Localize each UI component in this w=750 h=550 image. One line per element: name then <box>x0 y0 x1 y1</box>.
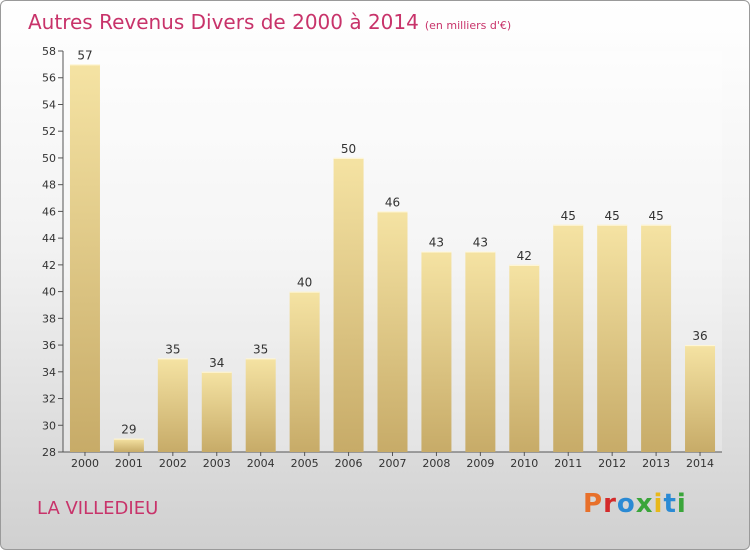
bar <box>641 224 672 452</box>
logo-letter: x <box>635 489 654 519</box>
logo-letter: r <box>603 489 617 519</box>
x-tick-label: 2003 <box>203 457 231 470</box>
bar <box>377 211 408 452</box>
bar-value-label: 57 <box>77 48 92 62</box>
y-tick-label: 56 <box>42 72 56 85</box>
bar <box>201 371 232 452</box>
y-tick-label: 50 <box>42 152 56 165</box>
logo-letter: i <box>653 489 664 519</box>
x-tick-label: 2011 <box>554 457 582 470</box>
x-tick-label: 2005 <box>291 457 319 470</box>
bar-value-label: 42 <box>517 249 532 263</box>
chart-subtitle: (en milliers d'€) <box>424 19 512 32</box>
bar-value-label: 45 <box>605 209 620 223</box>
bar <box>421 251 452 452</box>
x-tick-label: 2013 <box>642 457 670 470</box>
y-tick-label: 32 <box>42 393 56 406</box>
proxiti-logo: Proxiti <box>583 489 687 519</box>
y-tick-label: 52 <box>42 125 56 138</box>
logo-letter: i <box>676 489 687 519</box>
x-tick-label: 2014 <box>686 457 714 470</box>
y-tick-label: 40 <box>42 286 56 299</box>
chart-title-text: Autres Revenus Divers de 2000 à 2014 <box>28 10 419 34</box>
bar <box>509 264 540 452</box>
bar <box>465 251 496 452</box>
x-tick-label: 2001 <box>115 457 143 470</box>
y-tick-label: 44 <box>42 232 56 245</box>
x-tick-label: 2012 <box>598 457 626 470</box>
bar <box>113 438 144 452</box>
bar-value-label: 36 <box>692 329 707 343</box>
bar-value-label: 34 <box>209 356 224 370</box>
y-tick-label: 28 <box>42 446 56 459</box>
x-tick-label: 2000 <box>71 457 99 470</box>
y-tick-label: 46 <box>42 205 56 218</box>
bar <box>597 224 628 452</box>
bar-value-label: 35 <box>253 342 268 356</box>
logo-letter: P <box>583 489 604 519</box>
logo-letter: o <box>616 489 636 519</box>
logo-letter: t <box>663 489 677 519</box>
x-tick-label: 2007 <box>379 457 407 470</box>
bar-value-label: 46 <box>385 195 400 209</box>
y-tick-label: 54 <box>42 98 56 111</box>
x-tick-label: 2008 <box>422 457 450 470</box>
y-tick-label: 38 <box>42 312 56 325</box>
bar-value-label: 40 <box>297 276 312 290</box>
bar <box>685 345 716 452</box>
bar-value-label: 35 <box>165 342 180 356</box>
bar <box>69 64 100 452</box>
y-tick-label: 36 <box>42 339 56 352</box>
bar-value-label: 29 <box>121 423 136 437</box>
y-tick-label: 30 <box>42 419 56 432</box>
bar-value-label: 45 <box>648 209 663 223</box>
bar-value-label: 50 <box>341 142 356 156</box>
bar-value-label: 45 <box>561 209 576 223</box>
x-tick-label: 2010 <box>510 457 538 470</box>
x-tick-label: 2002 <box>159 457 187 470</box>
bar <box>553 224 584 452</box>
x-tick-label: 2004 <box>247 457 275 470</box>
bar <box>245 358 276 452</box>
y-tick-label: 58 <box>42 45 56 58</box>
bar-value-label: 43 <box>429 236 444 250</box>
x-tick-label: 2006 <box>335 457 363 470</box>
x-tick-label: 2009 <box>466 457 494 470</box>
y-tick-label: 42 <box>42 259 56 272</box>
bar <box>333 157 364 452</box>
location-label: LA VILLEDIEU <box>37 498 159 519</box>
chart-title: Autres Revenus Divers de 2000 à 2014 (en … <box>28 10 511 34</box>
y-tick-label: 34 <box>42 366 56 379</box>
bar <box>289 291 320 452</box>
bar-value-label: 43 <box>473 236 488 250</box>
bar <box>157 358 188 452</box>
y-tick-label: 48 <box>42 179 56 192</box>
